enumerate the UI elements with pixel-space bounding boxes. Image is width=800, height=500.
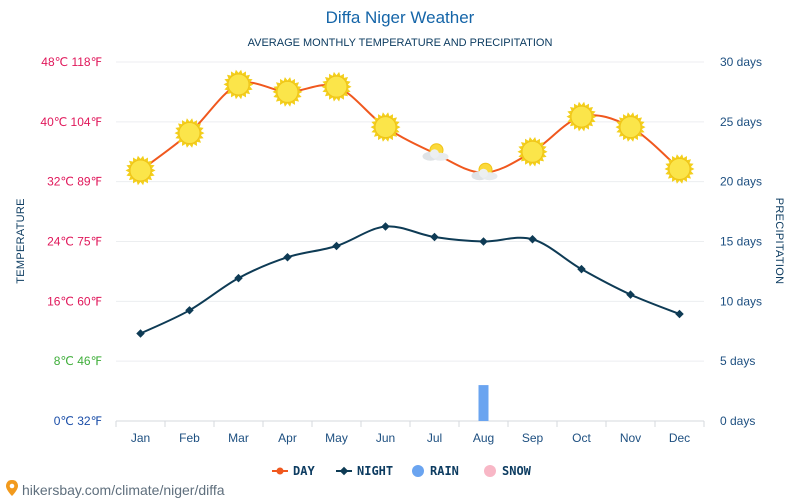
sun-icon <box>272 77 303 107</box>
left-tick-label: 48℃ 118℉ <box>41 55 102 69</box>
x-tick-label: Mar <box>228 431 249 445</box>
x-tick-label: Dec <box>669 431 690 445</box>
legend-item-day[interactable]: DAY <box>272 464 315 478</box>
left-axis-ticks: 0℃ 32℉ 8℃ 46℉ 16℃ 60℉ 24℃ 75℉ 32℃ 89℉ 40℃ 104… <box>40 55 102 428</box>
chart-title: Diffa Niger Weather <box>326 8 475 27</box>
legend-label: DAY <box>293 464 315 478</box>
x-axis: Jan Feb Mar Apr May Jun Jul Aug Sep Oct Nov Dec <box>115 421 705 445</box>
x-tick-label: Jun <box>376 431 395 445</box>
sun-icon <box>125 155 156 186</box>
night-point <box>528 235 537 244</box>
sun-icon <box>517 137 548 167</box>
left-tick-label: 40℃ 104℉ <box>40 115 102 129</box>
sun-icon <box>174 118 205 148</box>
sun-icon <box>615 112 646 142</box>
right-tick-label: 5 days <box>720 354 755 368</box>
partly-cloudy-icon <box>471 162 498 181</box>
x-tick-label: Nov <box>620 431 641 445</box>
right-axis-ticks: 0 days 5 days 10 days 15 days 20 days 25 days… <box>720 55 762 428</box>
y-axis-title: TEMPERATURE <box>15 198 27 284</box>
legend-item-rain[interactable]: RAIN <box>412 464 459 478</box>
night-point <box>430 232 439 242</box>
legend-item-snow[interactable]: SNOW <box>484 464 532 478</box>
left-tick-label: 0℃ 32℉ <box>54 414 102 428</box>
left-tick-label: 8℃ 46℉ <box>54 354 102 368</box>
precipitation-bars <box>478 385 489 421</box>
partly-cloudy-icon <box>422 143 449 161</box>
right-tick-label: 20 days <box>720 175 762 189</box>
left-tick-label: 24℃ 75℉ <box>47 235 102 249</box>
x-tick-label: Feb <box>179 431 200 445</box>
location-pin-icon <box>6 480 18 496</box>
legend-item-night[interactable]: NIGHT <box>336 464 393 478</box>
source-link[interactable]: hikersbay.com/climate/niger/diffa <box>22 482 225 498</box>
legend-label: SNOW <box>502 464 532 478</box>
x-tick-label: May <box>325 431 348 445</box>
sun-icon <box>566 101 597 132</box>
grid-lines <box>116 61 704 422</box>
legend: DAY NIGHT RAIN SNOW <box>272 464 532 478</box>
sun-icon <box>223 69 254 100</box>
night-point <box>675 309 684 319</box>
left-tick-label: 32℃ 89℉ <box>47 175 102 189</box>
night-point <box>626 290 635 299</box>
x-tick-label: Jan <box>131 431 150 445</box>
night-point <box>577 264 586 274</box>
night-point <box>381 222 390 231</box>
temperature-lines <box>139 81 681 335</box>
sun-icon <box>664 154 695 184</box>
legend-label: RAIN <box>430 464 459 478</box>
night-point <box>332 241 341 251</box>
sun-icon <box>370 112 401 142</box>
night-point <box>283 252 292 262</box>
right-tick-label: 30 days <box>720 55 762 69</box>
x-tick-label: Jul <box>427 431 442 445</box>
right-tick-label: 0 days <box>720 414 755 428</box>
right-tick-label: 10 days <box>720 294 762 308</box>
right-tick-label: 25 days <box>720 115 762 129</box>
night-point <box>136 329 145 338</box>
x-tick-label: Oct <box>572 431 591 445</box>
night-point <box>185 306 194 315</box>
night-point <box>234 273 243 283</box>
day-series-line <box>139 81 681 174</box>
x-tick-label: Apr <box>278 431 297 445</box>
y2-axis-title: PRECIPITATION <box>773 198 785 285</box>
legend-label: NIGHT <box>357 464 393 478</box>
right-tick-label: 15 days <box>720 235 762 249</box>
night-point <box>479 237 488 246</box>
sun-icon <box>321 71 352 102</box>
left-tick-label: 16℃ 60℉ <box>47 294 102 308</box>
temperature-markers <box>125 69 695 338</box>
chart-subtitle: AVERAGE MONTHLY TEMPERATURE AND PRECIPIT… <box>248 37 553 49</box>
rain-bar <box>478 385 489 421</box>
night-series-line <box>140 225 680 335</box>
x-tick-label: Sep <box>522 431 544 445</box>
x-tick-label: Aug <box>473 431 494 445</box>
